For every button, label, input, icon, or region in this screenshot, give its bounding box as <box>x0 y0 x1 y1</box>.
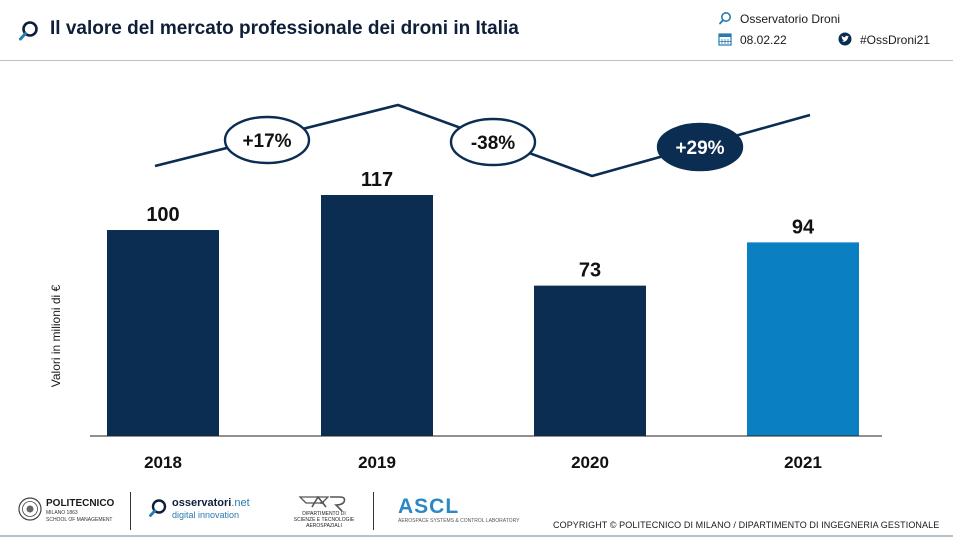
dast-logo-icon <box>298 495 346 512</box>
footer-divider <box>0 535 953 537</box>
magnifier-logo-icon <box>19 21 38 41</box>
dast-text: DIPARTIMENTO DI SCIENZE E TECNOLOGIE AER… <box>290 511 358 529</box>
observatory-name: Osservatorio Droni <box>740 12 841 26</box>
osservatori-logo-icon <box>149 499 167 517</box>
growth-badge-1 <box>223 115 311 165</box>
header-divider <box>0 60 953 61</box>
category-label-2019: 2019 <box>358 453 396 472</box>
category-label-2021: 2021 <box>784 453 822 472</box>
category-label-2018: 2018 <box>144 453 182 472</box>
date: 08.02.22 <box>740 33 787 47</box>
value-label-2020: 73 <box>579 260 601 282</box>
bar-2021 <box>747 242 859 436</box>
value-label-2018: 100 <box>146 204 179 226</box>
bar-2020 <box>534 285 646 436</box>
osservatori-main: osservatori <box>172 497 232 509</box>
polimi-name: POLITECNICO <box>46 498 115 509</box>
header: Il valore del mercato professionale dei … <box>0 0 953 60</box>
calendar-icon <box>718 33 732 46</box>
footer-separator <box>130 492 131 530</box>
value-label-2021: 94 <box>792 216 815 238</box>
observatory-icon <box>719 12 731 25</box>
dast-line3: AEROSPAZIALI <box>306 523 342 529</box>
polimi-sub2: SCHOOL OF MANAGEMENT <box>46 517 113 523</box>
growth-label-2: -38% <box>471 133 515 154</box>
osservatori-sub: digital innovation <box>172 510 240 520</box>
value-label-2019: 117 <box>361 169 393 191</box>
growth-badge-2 <box>449 117 537 167</box>
ascl-sub: AEROSPACE SYSTEMS & CONTROL LABORATORY <box>398 518 520 524</box>
category-label-2020: 2020 <box>571 453 609 472</box>
polimi-sub1: MILANO 1863 <box>46 510 78 516</box>
growth-badges-layer: +17% -38% +29% <box>223 115 744 172</box>
growth-badge-3 <box>656 122 744 172</box>
copyright: COPYRIGHT © POLITECNICO DI MILANO / DIPA… <box>553 520 940 530</box>
dast-line1: DIPARTIMENTO DI <box>302 511 346 517</box>
bar-2019 <box>321 195 433 436</box>
bar-2018 <box>107 230 219 436</box>
dast-line2: SCIENZE E TECNOLOGIE <box>293 517 355 523</box>
osservatori-logo-text: osservatori.net <box>172 497 250 509</box>
twitter-icon <box>838 32 852 46</box>
growth-label-1: +17% <box>242 131 291 152</box>
bars-layer: 100 2018 117 2019 73 2020 94 2021 <box>107 169 859 472</box>
polimi-seal-icon <box>18 497 42 521</box>
y-axis-label: Valori in milioni di € <box>49 284 63 387</box>
growth-label-3: +29% <box>675 138 724 159</box>
osservatori-net: .net <box>231 497 250 509</box>
footer-separator <box>373 492 374 530</box>
ascl-logo: ASCL <box>398 495 460 518</box>
hashtag: #OssDroni21 <box>860 33 931 47</box>
page-title: Il valore del mercato professionale dei … <box>50 18 519 39</box>
